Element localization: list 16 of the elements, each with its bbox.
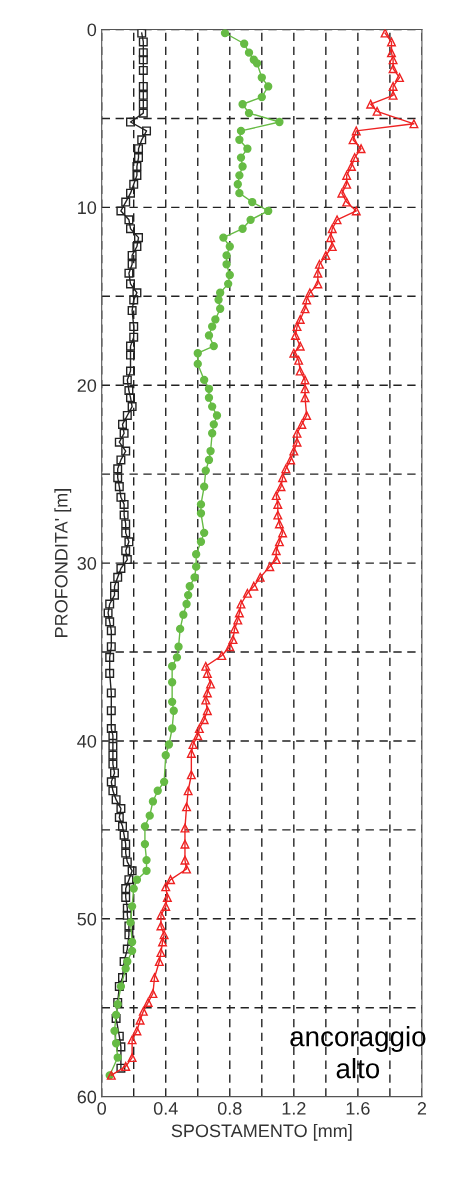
x-tick-label: 2 xyxy=(417,1102,427,1115)
x-tick-label: 0 xyxy=(97,1102,107,1115)
annotation: ancoraggio alto xyxy=(290,1026,426,1079)
y-tick-label: 0 xyxy=(87,23,97,37)
x-tick-label: 0.4 xyxy=(153,1102,178,1115)
x-tick-label: 1.2 xyxy=(282,1102,306,1115)
y-axis-title: PROFONDITA' [m] xyxy=(54,489,72,637)
y-tick-label: 20 xyxy=(77,379,97,392)
y-tick-label: 30 xyxy=(77,557,97,570)
x-tick-label: 1.6 xyxy=(346,1102,370,1115)
x-tick-label: 0.8 xyxy=(217,1102,242,1115)
x-axis-title: SPOSTAMENTO [mm] xyxy=(171,1123,352,1141)
y-tick-label: 50 xyxy=(77,912,97,926)
y-tick-label: 60 xyxy=(77,1090,97,1104)
y-tick-label: 40 xyxy=(77,734,97,748)
y-tick-label: 10 xyxy=(78,201,97,215)
